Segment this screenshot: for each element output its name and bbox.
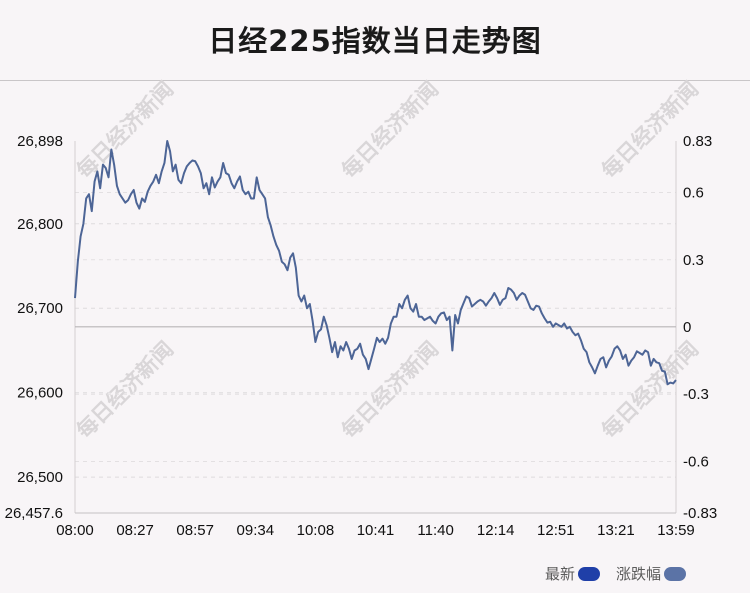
left-axis-ticks: 26,898 26,800 26,700 26,600 26,500 26,457.6 <box>5 133 63 522</box>
left-tick-label: 26,600 <box>17 385 63 402</box>
chart-title: 日经225指数当日走势图 <box>208 24 542 58</box>
x-tick-label: 12:51 <box>537 522 575 539</box>
x-tick-label: 11:40 <box>417 522 453 539</box>
legend-label-latest: 最新 <box>544 565 575 583</box>
right-tick-label: 0.6 <box>683 185 704 202</box>
x-tick-label: 08:27 <box>116 522 154 539</box>
x-tick-label: 10:41 <box>357 522 395 539</box>
x-axis-ticks: 08:00 08:27 08:57 09:34 10:08 10:41 11:40 12:14… <box>56 522 695 539</box>
left-tick-label: 26,898 <box>17 133 63 150</box>
legend-item-latest[interactable]: 最新 <box>545 563 600 584</box>
axes <box>74 141 677 514</box>
watermark-text: 每日经济新闻 <box>71 336 178 443</box>
legend-swatch-change <box>664 566 686 581</box>
grid-lines <box>75 192 676 478</box>
left-tick-label: 26,800 <box>17 216 63 233</box>
right-tick-label: 0.3 <box>683 252 704 269</box>
x-tick-label: 10:08 <box>297 522 335 539</box>
watermark-text: 每日经济新闻 <box>336 76 443 183</box>
left-tick-label: 26,500 <box>17 469 63 486</box>
series-layer <box>74 140 677 386</box>
right-tick-label: -0.3 <box>683 386 709 403</box>
title-divider <box>0 80 750 81</box>
legend-item-change[interactable]: 涨跌幅 <box>616 563 686 584</box>
x-tick-label: 08:57 <box>176 522 214 539</box>
watermark-text: 每日经济新闻 <box>336 336 443 443</box>
x-tick-label: 13:21 <box>597 522 635 539</box>
series-line-latest <box>74 140 677 386</box>
right-tick-label: -0.6 <box>683 453 709 470</box>
x-tick-label: 13:59 <box>657 522 695 539</box>
watermark-text: 每日经济新闻 <box>596 76 703 183</box>
right-tick-label: -0.83 <box>683 505 717 522</box>
left-tick-label: 26,700 <box>17 300 63 317</box>
legend: 最新 涨跌幅 <box>529 563 686 584</box>
x-tick-label: 12:14 <box>477 522 515 539</box>
right-axis-ticks: 0.83 0.6 0.3 0 -0.3 -0.6 -0.83 <box>683 133 717 522</box>
legend-label-change: 涨跌幅 <box>615 565 661 583</box>
x-tick-label: 08:00 <box>56 522 94 539</box>
left-tick-label: 26,457.6 <box>5 505 63 522</box>
x-tick-label: 09:34 <box>237 522 275 539</box>
right-tick-label: 0 <box>683 319 691 336</box>
legend-swatch-latest <box>577 566 600 581</box>
right-tick-label: 0.83 <box>683 133 712 150</box>
